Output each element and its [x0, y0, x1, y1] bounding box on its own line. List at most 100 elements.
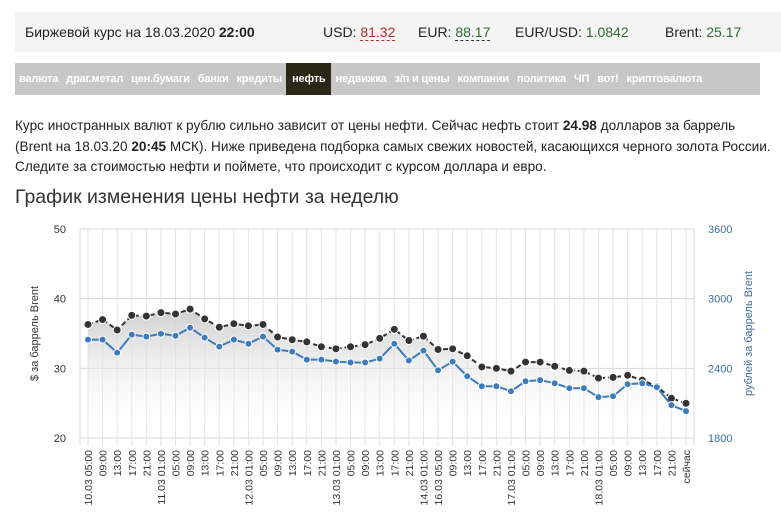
usd-data-point [418, 331, 428, 341]
usd-data-point [273, 332, 283, 342]
usd-data-point [83, 319, 93, 329]
intro-text-3: МСК). Ниже приведена подборка самых свеж… [15, 138, 771, 175]
eur-label: EUR: [418, 24, 452, 40]
eur-value[interactable]: 88.17 [455, 24, 491, 41]
rub-data-point [375, 354, 384, 363]
x-tick-label: 14.03 01:00 [418, 450, 430, 506]
x-tick-label: 17:00 [127, 450, 139, 476]
usd-label: USD: [323, 24, 357, 40]
x-tick-label: 12.03 01:00 [243, 450, 255, 506]
rub-data-point [419, 346, 428, 355]
usd-value[interactable]: 81.32 [360, 24, 396, 41]
nav-item[interactable]: ЧП [573, 73, 590, 85]
rub-data-point [477, 382, 486, 391]
x-tick-label: 13.03 01:00 [331, 450, 343, 506]
x-tick-label: 09:00 [273, 450, 285, 476]
nav-item[interactable]: криптовалюта [626, 73, 703, 85]
nav-item[interactable]: з/п и цены [394, 73, 450, 85]
usd-data-point [433, 345, 443, 355]
usd-data-point [98, 315, 108, 325]
rub-data-point [113, 348, 122, 357]
nav-item[interactable]: цен.бумаги [131, 73, 190, 85]
usd-data-point [593, 373, 603, 383]
y-right-axis-title: рублей за баррель Brent [743, 271, 755, 396]
usd-data-point [331, 344, 341, 354]
x-tick-label: 05:00 [521, 450, 533, 476]
nav-item[interactable]: политика [516, 73, 566, 85]
rub-data-point [229, 335, 238, 344]
usd-rate: USD: 81.32 [323, 24, 396, 41]
usd-data-point [579, 366, 589, 376]
nav-item[interactable]: компании [457, 73, 510, 85]
rub-data-point [492, 382, 501, 391]
y-tick-label: 30 [54, 363, 66, 375]
y-axis-title: $ за баррель Brent [29, 286, 41, 381]
y-tick-label: 40 [54, 294, 66, 306]
oil-price: 24.98 [562, 118, 597, 133]
nav-item[interactable]: кредиты [236, 73, 283, 85]
x-tick-label: 21:00 [404, 450, 416, 476]
intro-text-1: Курс иностранных валют к рублю сильно за… [15, 118, 563, 133]
x-tick-label: 13:00 [550, 450, 562, 476]
rub-data-point [521, 377, 530, 386]
rub-data-point [98, 335, 107, 344]
x-tick-label: 09:00 [360, 450, 372, 476]
rate-date: Биржевой курс на 18.03.2020 22:00 [25, 24, 255, 40]
x-tick-label: 13:00 [287, 450, 299, 476]
x-tick-label: 17:00 [389, 450, 401, 476]
usd-data-point [360, 340, 370, 350]
usd-data-point [448, 344, 458, 354]
x-tick-label: 13:00 [462, 450, 474, 476]
x-tick-label: 13:00 [112, 450, 124, 476]
nav-item[interactable]: нефть [286, 63, 332, 95]
y-right-tick-label: 2400 [708, 363, 732, 375]
nav-item[interactable]: валюта [19, 73, 59, 85]
nav-item[interactable]: драг.метал [66, 73, 124, 85]
rub-data-point [638, 379, 647, 388]
rub-data-point [667, 401, 676, 410]
usd-data-point [185, 304, 195, 314]
rub-data-point [579, 384, 588, 393]
x-tick-label: 21:00 [229, 450, 241, 476]
y-right-tick-label: 3600 [708, 224, 732, 236]
rub-data-point [361, 358, 370, 367]
x-tick-label: 09:00 [185, 450, 197, 476]
usd-data-point [141, 311, 151, 321]
rub-data-point [186, 323, 195, 332]
x-tick-label: 21:00 [491, 450, 503, 476]
brent-rate: Brent: 25.17 [665, 24, 741, 40]
x-tick-label: 09:00 [535, 450, 547, 476]
rub-data-point [463, 372, 472, 381]
rub-data-point [127, 330, 136, 339]
intro-paragraph: Курс иностранных валют к рублю сильно за… [15, 116, 775, 178]
y-tick-label: 20 [54, 433, 66, 445]
x-tick-label: 21:00 [141, 450, 153, 476]
x-tick-label: 05:00 [171, 450, 183, 476]
eurusd-rate: EUR/USD: 1.0842 [515, 24, 629, 40]
nav-item[interactable]: банки [197, 73, 229, 85]
usd-data-point [112, 325, 122, 335]
nav-item[interactable]: недвижка [335, 73, 387, 85]
usd-data-point [462, 351, 472, 361]
usd-data-point [287, 335, 297, 345]
x-tick-label: 13:00 [637, 450, 649, 476]
eurusd-label: EUR/USD: [515, 24, 582, 40]
rub-data-point [156, 329, 165, 338]
rub-data-point [215, 342, 224, 351]
chart-title: График изменения цены нефти за неделю [15, 186, 399, 208]
rub-data-point [506, 387, 515, 396]
intro-text-2: долларов за баррель (Brent на 18.03.20 [15, 118, 736, 154]
rub-data-point [448, 357, 457, 366]
rub-data-point [390, 339, 399, 348]
usd-data-point [681, 398, 691, 408]
usd-data-point [302, 337, 312, 347]
x-tick-label: 10.03 05:00 [83, 450, 95, 506]
rub-data-point [331, 357, 340, 366]
usd-data-point [608, 372, 618, 382]
x-tick-label: 18.03 01:00 [593, 450, 605, 506]
usd-data-point [243, 321, 253, 331]
usd-data-point [491, 363, 501, 373]
rub-data-point [652, 383, 661, 392]
nav-item[interactable]: вот! [597, 73, 619, 85]
usd-data-point [521, 357, 531, 367]
